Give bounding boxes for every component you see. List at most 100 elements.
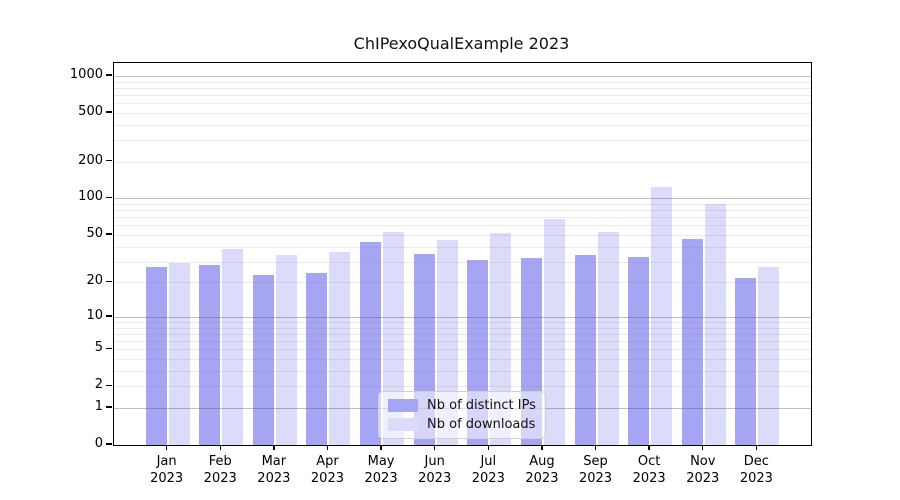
- y-axis-tick-label: 10: [86, 307, 103, 323]
- bar-sep-ips: [574, 255, 596, 445]
- major-gridline: [114, 75, 811, 77]
- y-axis-tick: [106, 406, 112, 408]
- x-axis-tick: [219, 445, 221, 450]
- minor-gridline: [114, 81, 811, 83]
- bar-sep-downloads: [597, 231, 619, 445]
- bar-jan-ips: [145, 267, 167, 445]
- legend-item-downloads: Nb of downloads: [388, 417, 536, 432]
- major-gridline: [114, 198, 811, 200]
- x-axis-tick-label: Sep 2023: [578, 454, 613, 486]
- major-gridline: [114, 316, 811, 318]
- minor-gridline: [114, 112, 811, 114]
- x-axis-tick: [433, 445, 436, 450]
- minor-gridline: [114, 386, 811, 388]
- minor-gridline: [114, 225, 811, 227]
- minor-gridline: [114, 204, 811, 206]
- bar-nov-ips: [681, 239, 703, 445]
- minor-gridline: [114, 261, 811, 263]
- minor-gridline: [114, 370, 811, 372]
- bar-may-ips: [360, 241, 382, 445]
- x-axis-tick: [755, 445, 758, 450]
- bar-oct-ips: [628, 256, 650, 445]
- minor-gridline: [114, 246, 811, 248]
- minor-gridline: [114, 140, 811, 142]
- minor-gridline: [114, 333, 811, 335]
- minor-gridline: [114, 124, 811, 126]
- bar-feb-downloads: [222, 249, 244, 445]
- legend-label-distinct-ips: Nb of distinct IPs: [427, 398, 536, 413]
- minor-gridline: [114, 161, 811, 163]
- y-axis-tick-label: 1000: [69, 66, 103, 82]
- y-axis-tick: [106, 74, 112, 76]
- minor-gridline: [114, 349, 811, 351]
- bar-apr-downloads: [329, 252, 351, 445]
- minor-gridline: [114, 322, 811, 323]
- bar-jan-downloads: [168, 263, 190, 445]
- legend-label-downloads: Nb of downloads: [427, 417, 536, 432]
- x-axis-tick: [487, 445, 489, 450]
- x-axis-tick: [165, 445, 168, 450]
- x-axis-tick-label: Dec 2023: [739, 454, 773, 486]
- y-axis-tick: [106, 384, 112, 386]
- y-axis-tick-label: 2: [94, 377, 103, 393]
- y-axis-tick: [106, 315, 112, 317]
- bar-dec-ips: [735, 277, 757, 445]
- bar-dec-downloads: [758, 267, 780, 445]
- x-axis-tick: [326, 445, 329, 450]
- bar-oct-downloads: [651, 186, 673, 445]
- x-axis-tick-label: Jun 2023: [418, 454, 452, 486]
- legend-swatch-distinct-ips: [388, 399, 418, 412]
- y-axis-tick: [106, 443, 112, 445]
- bar-mar-ips: [252, 275, 274, 445]
- y-axis-tick: [106, 347, 112, 349]
- x-axis-tick: [594, 445, 597, 450]
- y-axis-tick: [106, 111, 112, 113]
- bar-mar-downloads: [275, 255, 297, 445]
- x-axis-tick-label: Apr 2023: [310, 454, 344, 486]
- y-axis-tick: [106, 196, 112, 199]
- legend-item-distinct-ips: Nb of distinct IPs: [388, 398, 536, 413]
- y-axis-tick-label: 1: [94, 398, 103, 414]
- minor-gridline: [114, 327, 811, 329]
- minor-gridline: [114, 210, 811, 212]
- y-axis-tick-label: 100: [78, 189, 103, 205]
- x-axis-tick-label: Mar 2023: [257, 454, 291, 486]
- x-axis-tick-label: Aug 2023: [525, 454, 559, 486]
- x-axis-tick-label: Nov 2023: [686, 454, 720, 486]
- minor-gridline: [114, 87, 811, 89]
- minor-gridline: [114, 217, 811, 219]
- minor-gridline: [114, 94, 811, 96]
- bar-nov-downloads: [704, 204, 726, 445]
- x-axis-tick: [541, 445, 543, 450]
- x-axis-tick-label: Feb 2023: [203, 454, 237, 486]
- minor-gridline: [114, 282, 811, 284]
- bar-feb-ips: [199, 265, 221, 445]
- x-axis-tick-label: Jan 2023: [150, 454, 184, 486]
- x-axis-tick: [702, 445, 704, 450]
- minor-gridline: [114, 359, 811, 361]
- x-axis-tick-label: May 2023: [364, 454, 398, 486]
- y-axis-tick-label: 20: [86, 273, 103, 289]
- x-axis-tick-label: Oct 2023: [632, 454, 666, 486]
- bar-apr-ips: [306, 273, 328, 445]
- y-axis-tick-label: 5: [94, 340, 103, 356]
- legend: Nb of distinct IPs Nb of downloads: [378, 391, 546, 439]
- y-axis-tick: [106, 233, 112, 235]
- y-axis-tick: [106, 160, 112, 162]
- plot-area: Nb of distinct IPs Nb of downloads: [113, 62, 812, 446]
- y-axis-tick: [106, 280, 112, 283]
- x-axis-tick: [648, 445, 650, 450]
- x-axis-tick-label: Jul 2023: [471, 454, 505, 486]
- minor-gridline: [114, 103, 811, 105]
- y-axis-tick-label: 200: [78, 152, 103, 168]
- x-axis-tick: [273, 445, 275, 450]
- x-axis-tick: [380, 445, 382, 450]
- y-axis-tick-label: 500: [78, 103, 103, 119]
- minor-gridline: [114, 234, 811, 236]
- y-axis-tick-label: 50: [86, 225, 103, 241]
- legend-swatch-downloads: [388, 418, 418, 431]
- minor-gridline: [114, 341, 811, 343]
- bar-aug-downloads: [543, 218, 565, 445]
- y-axis-tick-label: 0: [94, 436, 103, 451]
